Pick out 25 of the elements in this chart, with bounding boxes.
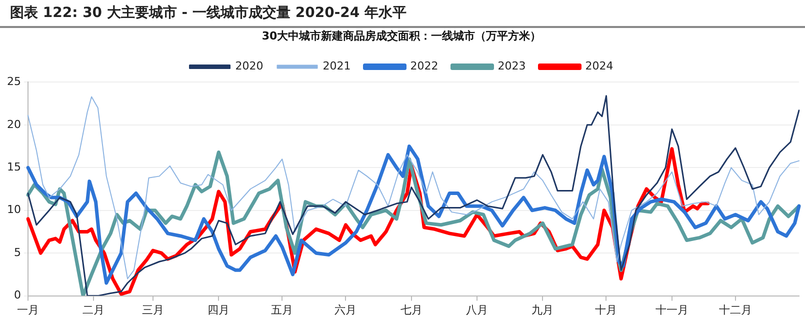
- legend-label: 2021: [322, 60, 351, 73]
- x-tick-label: 五月: [271, 303, 294, 316]
- y-tick-label: 5: [14, 246, 21, 259]
- chart-subtitle: 30大中城市新建商品房成交面积：一线城市（万平方米）: [262, 29, 542, 42]
- x-tick-label: 十月: [595, 303, 618, 316]
- legend-label: 2024: [585, 60, 614, 73]
- x-tick-label: 六月: [334, 303, 357, 316]
- legend-label: 2022: [410, 60, 438, 73]
- y-tick-label: 0: [14, 288, 21, 302]
- x-tick-label: 一月: [16, 303, 39, 316]
- x-tick-label: 九月: [532, 303, 554, 316]
- x-tick-label: 七月: [400, 303, 422, 316]
- x-tick-label: 四月: [208, 303, 230, 316]
- y-tick-label: 15: [6, 160, 21, 174]
- x-tick-label: 八月: [466, 303, 488, 316]
- chart-title: 图表 122: 30 大主要城市 - 一线城市成交量 2020-24 年水平: [0, 0, 805, 28]
- x-tick-label: 三月: [142, 303, 164, 316]
- x-tick-label: 十一月: [655, 303, 688, 316]
- x-tick-label: 十二月: [718, 303, 752, 316]
- y-tick-label: 10: [6, 203, 21, 216]
- y-tick-label: 20: [6, 118, 21, 131]
- y-tick-label: 25: [6, 75, 21, 88]
- x-tick-label: 二月: [82, 303, 105, 316]
- legend-label: 2020: [235, 60, 264, 73]
- legend-label: 2023: [498, 60, 526, 73]
